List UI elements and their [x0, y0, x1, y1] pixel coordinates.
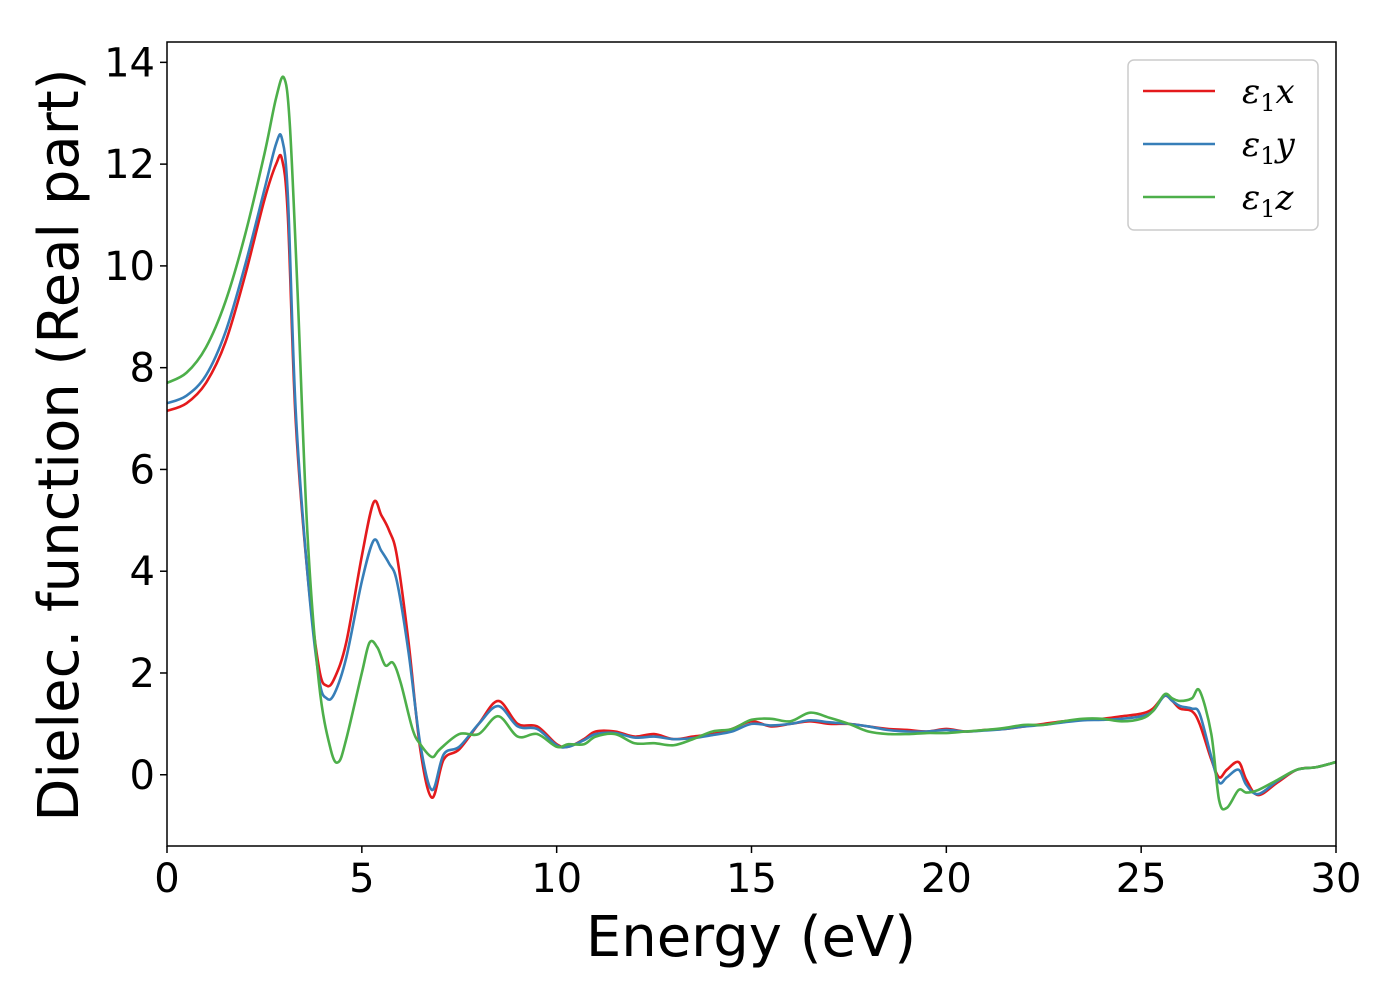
legend-label-x: ε1x: [1242, 72, 1295, 117]
y-tick-label: 10: [104, 244, 155, 290]
y-tick-label: 8: [130, 346, 155, 392]
legend-symbol: ε: [1242, 72, 1260, 112]
y-tick-label: 2: [130, 651, 155, 697]
x-tick-label: 30: [1311, 856, 1362, 902]
x-tick-label: 5: [349, 856, 374, 902]
y-axis-title: Dielec. function (Real part): [27, 68, 92, 821]
y-tick-label: 4: [130, 549, 155, 595]
legend-symbol: ε: [1242, 125, 1260, 165]
series-group: [167, 75, 1336, 811]
legend-box: [1127, 59, 1319, 231]
y-tick-label: 14: [104, 40, 155, 86]
y-axis: 0 2 4 6 8 10 12 14: [104, 40, 167, 799]
y-tick-label: 0: [130, 753, 155, 799]
x-tick-label: 20: [921, 856, 972, 902]
series-line-z: [167, 75, 1336, 811]
legend-symbol: ε: [1242, 178, 1260, 218]
x-tick-label: 25: [1116, 856, 1167, 902]
x-axis: 0 5 10 15 20 25 30: [154, 846, 1361, 902]
legend-subscript: 1: [1260, 89, 1275, 117]
legend-variable: y: [1274, 125, 1296, 165]
legend-variable: z: [1275, 178, 1295, 218]
x-tick-label: 10: [531, 856, 582, 902]
y-tick-label: 12: [104, 142, 155, 188]
legend-variable: x: [1276, 72, 1295, 112]
legend-label-y: ε1y: [1242, 125, 1296, 170]
y-tick-label: 6: [130, 447, 155, 493]
x-tick-label: 15: [726, 856, 777, 902]
legend-subscript: 1: [1260, 195, 1275, 223]
x-axis-title: Energy (eV): [586, 905, 916, 970]
legend-subscript: 1: [1260, 142, 1275, 170]
series-line-y: [167, 133, 1336, 796]
legend-label-z: ε1z: [1242, 178, 1295, 223]
x-tick-label: 0: [154, 856, 179, 902]
